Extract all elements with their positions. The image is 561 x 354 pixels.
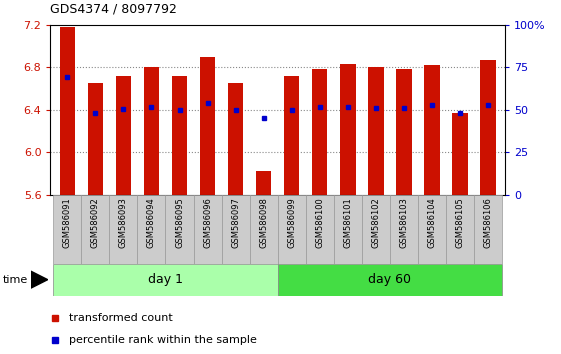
- Text: percentile rank within the sample: percentile rank within the sample: [68, 335, 256, 345]
- Text: GSM586106: GSM586106: [484, 197, 493, 248]
- Bar: [396, 69, 412, 195]
- Bar: [390, 195, 418, 264]
- Text: transformed count: transformed count: [68, 313, 172, 323]
- Text: GSM586100: GSM586100: [315, 197, 324, 247]
- Bar: [53, 264, 278, 296]
- Text: GSM586099: GSM586099: [287, 197, 296, 247]
- Bar: [312, 69, 328, 195]
- Text: GSM586097: GSM586097: [231, 197, 240, 248]
- Bar: [340, 64, 356, 195]
- Text: GSM586104: GSM586104: [427, 197, 436, 247]
- Bar: [368, 67, 384, 195]
- Bar: [81, 195, 109, 264]
- Bar: [137, 195, 165, 264]
- Bar: [228, 83, 243, 195]
- Bar: [424, 65, 440, 195]
- Bar: [88, 83, 103, 195]
- Bar: [306, 195, 334, 264]
- Text: GDS4374 / 8097792: GDS4374 / 8097792: [50, 3, 177, 16]
- Text: GSM586096: GSM586096: [203, 197, 212, 248]
- Text: GSM586095: GSM586095: [175, 197, 184, 247]
- Bar: [109, 195, 137, 264]
- Bar: [284, 76, 300, 195]
- Bar: [194, 195, 222, 264]
- Bar: [250, 195, 278, 264]
- Bar: [222, 195, 250, 264]
- Text: GSM586094: GSM586094: [147, 197, 156, 247]
- Text: day 1: day 1: [148, 273, 183, 286]
- Bar: [59, 27, 75, 195]
- Bar: [334, 195, 362, 264]
- Bar: [362, 195, 390, 264]
- Text: GSM586102: GSM586102: [371, 197, 380, 247]
- Bar: [200, 57, 215, 195]
- Text: GSM586093: GSM586093: [119, 197, 128, 248]
- Bar: [418, 195, 446, 264]
- Text: day 60: day 60: [369, 273, 411, 286]
- Bar: [144, 67, 159, 195]
- Polygon shape: [31, 271, 48, 288]
- Text: time: time: [3, 275, 28, 285]
- Bar: [452, 113, 468, 195]
- Bar: [116, 76, 131, 195]
- Text: GSM586101: GSM586101: [343, 197, 352, 247]
- Text: GSM586092: GSM586092: [91, 197, 100, 247]
- Bar: [53, 195, 81, 264]
- Bar: [446, 195, 474, 264]
- Bar: [165, 195, 194, 264]
- Text: GSM586098: GSM586098: [259, 197, 268, 248]
- Bar: [480, 60, 496, 195]
- Bar: [278, 264, 502, 296]
- Bar: [172, 76, 187, 195]
- Bar: [278, 195, 306, 264]
- Text: GSM586105: GSM586105: [456, 197, 465, 247]
- Text: GSM586091: GSM586091: [63, 197, 72, 247]
- Bar: [256, 171, 272, 195]
- Bar: [474, 195, 502, 264]
- Text: GSM586103: GSM586103: [399, 197, 408, 248]
